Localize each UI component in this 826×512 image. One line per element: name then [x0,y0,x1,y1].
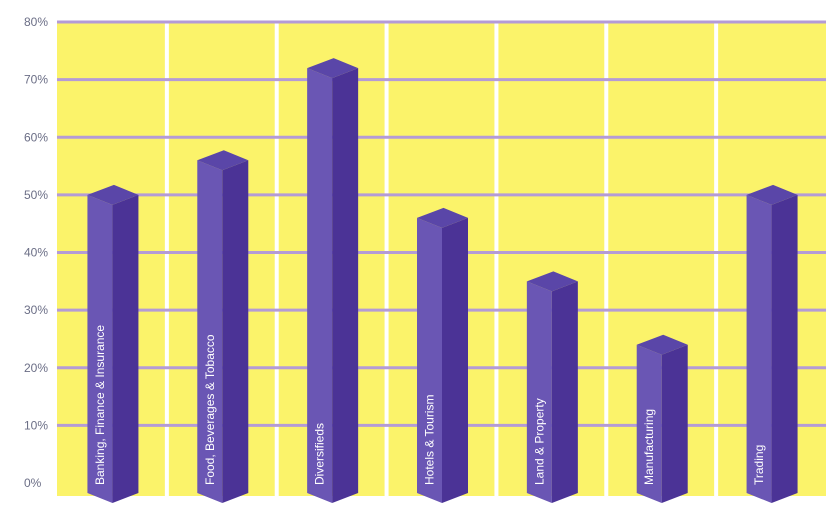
bar-category-label: Manufacturing [642,409,656,485]
bar-top-face [636,334,688,355]
column-separator [164,22,169,496]
bar-front-face [87,194,113,503]
y-axis: 0% 10% 20% 30% 40% 50% 60% 70% 80% [24,15,48,490]
y-tick-label: 20% [24,361,48,375]
bar-side-face [112,194,139,503]
bar-category-label: Hotels & Tourism [423,395,437,485]
bar-top-face [307,58,359,79]
bar: Manufacturing [636,334,688,503]
y-tick-label: 50% [24,188,48,202]
bar-front-face [636,344,662,503]
bar-front-face [197,160,223,504]
bar-side-face [222,160,249,504]
column-separator [384,22,389,496]
bar: Food, Beverages & Tobacco [197,150,249,504]
bar-category-label: Land & Property [532,398,546,485]
bar: Diversifieds [307,58,359,503]
bar-category-label: Trading [752,445,766,485]
column-backgrounds [164,22,719,496]
y-tick-label: 40% [24,246,48,260]
bar: Hotels & Tourism [417,207,468,504]
bar-category-label: Food, Beverages & Tobacco [203,334,217,485]
bar-top-face [746,184,798,205]
bar-category-label: Diversifieds [313,423,327,485]
y-tick-label: 30% [24,303,48,317]
bar: Trading [746,184,798,503]
bar-side-face [332,68,359,503]
column-separator [604,22,609,496]
bar-category-label: Banking, Finance & Insurance [93,325,107,485]
bar-side-face [661,344,688,503]
bar-front-face [307,68,333,503]
y-tick-label: 0% [24,476,42,490]
bar-front-face [526,281,552,503]
bars: Banking, Finance & Insurance Food, Bevera… [87,58,798,504]
y-tick-label: 60% [24,130,48,144]
y-tick-label: 70% [24,73,48,87]
bar-front-face [417,217,442,504]
bar-top-face [417,207,468,228]
bar-side-face [771,194,798,503]
bar: Banking, Finance & Insurance [87,184,139,503]
bar-side-face [551,281,578,503]
bar-side-face [442,217,468,504]
y-tick-label: 80% [24,15,48,29]
bar: Land & Property [526,271,578,503]
bar-top-face [526,271,578,292]
bar-top-face [87,184,139,205]
bar-top-face [197,150,249,171]
column-separator [714,22,719,496]
column-separator [494,22,499,496]
bar-front-face [746,194,772,503]
y-tick-label: 10% [24,418,48,432]
column-separator [274,22,279,496]
